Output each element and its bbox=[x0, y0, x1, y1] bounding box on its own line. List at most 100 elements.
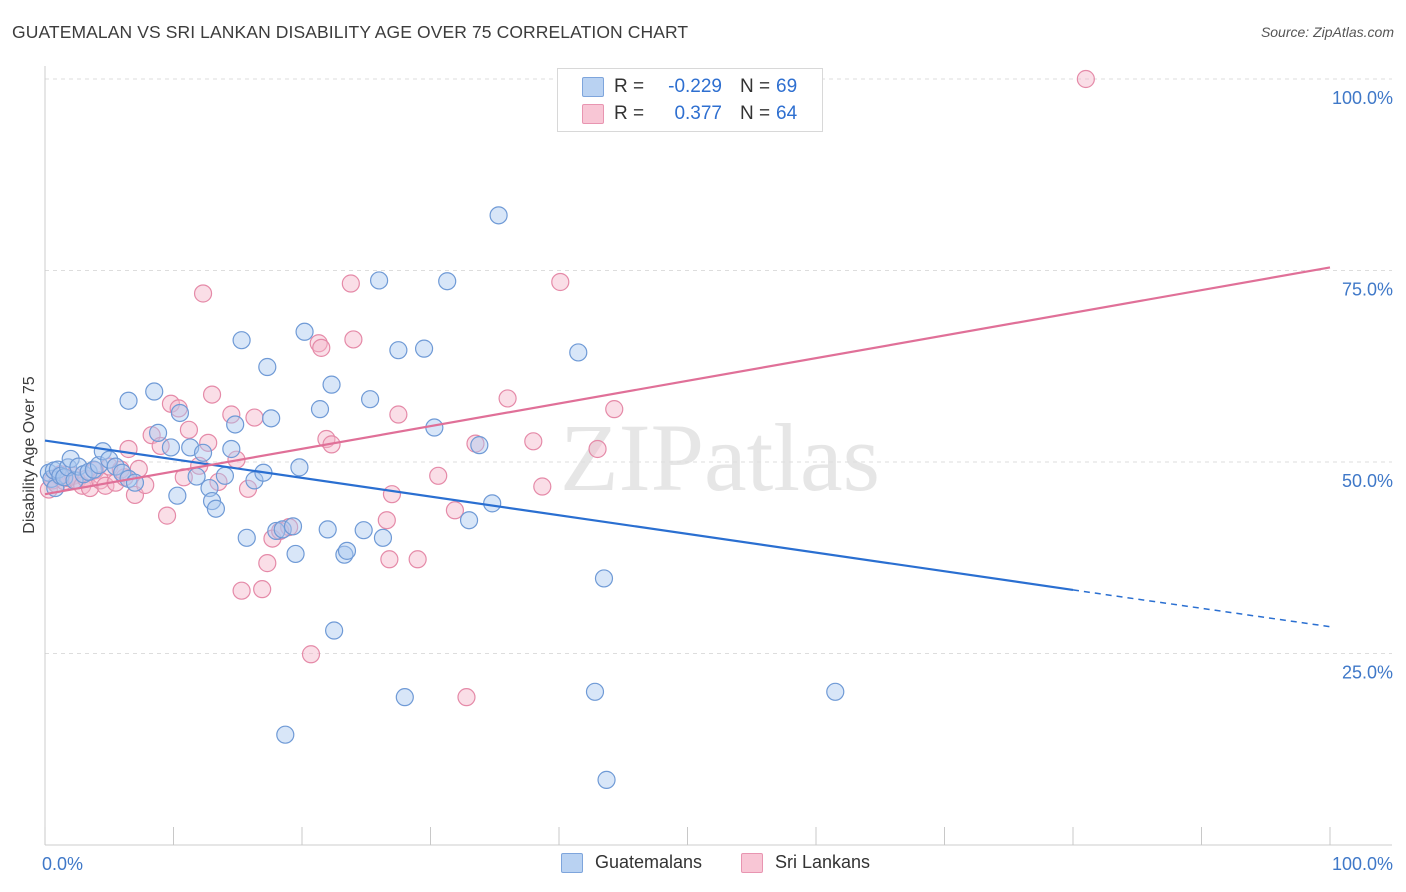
guatemalan-point bbox=[226, 415, 245, 434]
guatemalan-point bbox=[361, 390, 380, 409]
sri-lankan-point bbox=[551, 272, 570, 292]
guatemalan-point bbox=[354, 521, 373, 540]
x-tick-label-max: 100.0% bbox=[1332, 854, 1393, 874]
guatemalan-point bbox=[232, 331, 251, 350]
guatemalan-point bbox=[206, 499, 226, 518]
guatemalan-point bbox=[325, 621, 344, 640]
legend-item-sri-lankans[interactable]: Sri Lankans bbox=[741, 852, 870, 873]
stats-legend: R = -0.229 N = 69 R = 0.377 N = 64 bbox=[557, 68, 823, 132]
sri-lankan-point bbox=[408, 550, 427, 569]
guatemalan-point bbox=[295, 322, 314, 341]
grid-lines bbox=[45, 78, 1392, 654]
guatemalan-point bbox=[193, 443, 213, 462]
guatemalan-point bbox=[267, 521, 286, 541]
guatemalan-point bbox=[459, 511, 479, 530]
legend-n-label: N = bbox=[740, 103, 771, 124]
legend-swatch-blue bbox=[582, 77, 604, 97]
guatemalan-point bbox=[55, 468, 74, 487]
guatemalan-point bbox=[237, 528, 256, 547]
tick-labels: 25.0% 50.0% 75.0% 100.0% 0.0% 100.0% bbox=[42, 88, 1393, 874]
guatemalan-point bbox=[61, 449, 80, 469]
sri-lankan-point bbox=[222, 405, 241, 424]
sri-lankan-point bbox=[199, 433, 218, 452]
guatemalan-point bbox=[483, 494, 502, 513]
guatemalan-point bbox=[283, 517, 303, 536]
guatemalan-point bbox=[322, 375, 341, 394]
guatemalan-point bbox=[370, 271, 389, 290]
sri-lankan-point bbox=[119, 439, 138, 459]
y-tick-label: 50.0% bbox=[1342, 471, 1393, 491]
guatemalan-point bbox=[569, 343, 588, 362]
sri-lankan-point bbox=[179, 420, 199, 439]
legend-swatch-pink bbox=[582, 104, 604, 124]
guatemalan-point bbox=[148, 423, 168, 442]
guatemalan-point bbox=[594, 569, 614, 588]
legend-r-value: 0.377 bbox=[674, 103, 722, 124]
guatemalan-point bbox=[262, 409, 281, 428]
sri-lankan-point bbox=[382, 485, 402, 504]
sri-lankan-point bbox=[258, 554, 277, 573]
sri-lankan-point bbox=[344, 330, 363, 349]
guatemalan-point bbox=[585, 682, 605, 701]
guatemalan-point bbox=[489, 206, 508, 225]
guatemalan-point bbox=[145, 382, 164, 401]
sri-lankan-point bbox=[253, 580, 272, 599]
sri-lankan-point bbox=[389, 405, 408, 424]
sri-lankan-point bbox=[245, 408, 264, 427]
legend-r-label: R = bbox=[614, 76, 645, 97]
guatemalan-point bbox=[258, 357, 277, 377]
guatemalan-point bbox=[119, 391, 138, 410]
legend-r-label: R = bbox=[614, 103, 645, 124]
legend-swatch-pink bbox=[741, 852, 763, 873]
sri-lankan-point bbox=[457, 688, 476, 707]
sri-lankan-point bbox=[202, 385, 222, 404]
x-tick-label-min: 0.0% bbox=[42, 854, 83, 874]
series-legend: Guatemalans Sri Lankans bbox=[0, 852, 1406, 878]
axes bbox=[44, 66, 1392, 846]
guatemalan-point bbox=[826, 682, 845, 701]
guatemalans-points bbox=[39, 206, 845, 789]
guatemalan-point bbox=[170, 403, 190, 423]
sri-lankans-points bbox=[39, 69, 1095, 707]
guatemalan-point bbox=[286, 544, 305, 564]
guatemalan-point bbox=[318, 520, 337, 539]
y-tick-label: 100.0% bbox=[1332, 88, 1393, 108]
guatemalan-point bbox=[395, 688, 414, 707]
y-tick-label: 25.0% bbox=[1342, 663, 1393, 683]
legend-row-guatemalans: R = -0.229 N = 69 bbox=[582, 75, 797, 99]
sri-lankan-point bbox=[588, 439, 607, 459]
legend-n-value: 64 bbox=[776, 103, 798, 124]
sri-lankan-point bbox=[341, 274, 360, 293]
guatemalan-point bbox=[290, 458, 309, 477]
sri-lankan-point bbox=[445, 501, 465, 520]
guatemalan-point bbox=[222, 439, 241, 459]
legend-label-sri-lankans: Sri Lankans bbox=[775, 852, 871, 872]
guatemalan-point bbox=[597, 770, 616, 789]
sri-lankan-point bbox=[232, 581, 251, 600]
sri-lankan-point bbox=[312, 338, 331, 357]
sri-lankan-point bbox=[605, 400, 624, 419]
guatemalan-point bbox=[100, 450, 119, 469]
legend-item-guatemalans[interactable]: Guatemalans bbox=[561, 852, 702, 873]
sri-lankan-point bbox=[429, 466, 448, 485]
guatemalan-point bbox=[373, 528, 393, 547]
guatemalan-point bbox=[273, 520, 292, 539]
sri-lankan-point bbox=[498, 389, 517, 408]
sri-lankan-point bbox=[524, 432, 543, 451]
guatemalans-trend-extension bbox=[1072, 589, 1331, 628]
legend-r-value: -0.229 bbox=[668, 76, 722, 97]
legend-n-label: N = bbox=[740, 76, 771, 97]
watermark: ZIPatlas bbox=[560, 404, 880, 511]
y-tick-label: 75.0% bbox=[1342, 280, 1393, 300]
legend-label-guatemalans: Guatemalans bbox=[595, 852, 703, 872]
guatemalan-point bbox=[161, 438, 181, 457]
guatemalan-point bbox=[470, 436, 489, 455]
sri-lankan-point bbox=[193, 284, 213, 303]
guatemalan-point bbox=[389, 341, 408, 360]
legend-n-value: 69 bbox=[776, 76, 798, 97]
chart-title: GUATEMALAN VS SRI LANKAN DISABILITY AGE … bbox=[12, 22, 689, 42]
sri-lankan-point bbox=[377, 511, 396, 530]
sri-lankan-point bbox=[380, 550, 399, 569]
guatemalan-point bbox=[414, 339, 434, 358]
legend-row-sri-lankans: R = 0.377 N = 64 bbox=[582, 102, 797, 126]
